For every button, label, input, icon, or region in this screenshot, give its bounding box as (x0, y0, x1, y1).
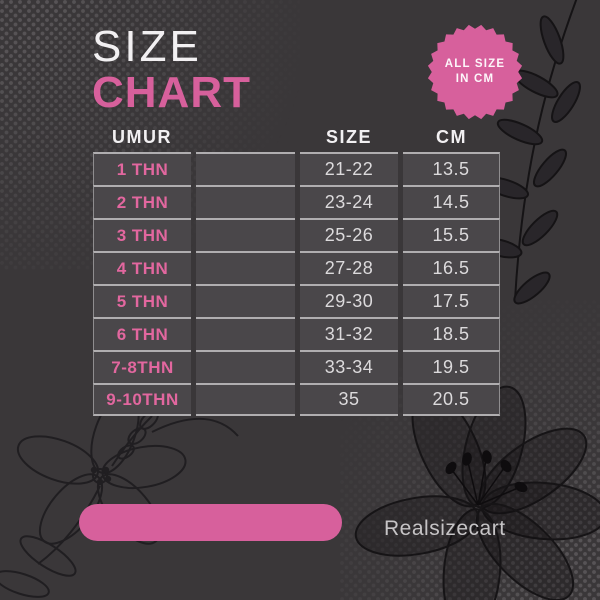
cm-cell: 13.5 (403, 152, 500, 185)
image-cell (196, 152, 295, 185)
image-cell (196, 350, 295, 383)
table-header-row: UMUR SIZE CM (93, 123, 500, 151)
size-cell: 21-22 (300, 152, 398, 185)
size-cell: 25-26 (300, 218, 398, 251)
badge-line2: IN CM (455, 73, 495, 85)
all-size-badge: ALL SIZE IN CM (427, 24, 523, 120)
size-table: 1 THN 21-22 13.5 2 THN 23-24 14.5 3 THN … (93, 152, 500, 416)
table-row: 1 THN 21-22 13.5 (93, 152, 500, 185)
cm-cell: 18.5 (403, 317, 500, 350)
cm-cell: 15.5 (403, 218, 500, 251)
image-cell (196, 185, 295, 218)
image-cell (196, 251, 295, 284)
pink-pill-banner (79, 504, 342, 541)
header-cm: CM (436, 126, 467, 147)
age-cell: 3 THN (93, 218, 191, 251)
age-cell: 4 THN (93, 251, 191, 284)
title-line-size: SIZE (92, 22, 202, 71)
table-row: 2 THN 23-24 14.5 (93, 185, 500, 218)
header-size: SIZE (325, 126, 372, 147)
table-row: 4 THN 27-28 16.5 (93, 251, 500, 284)
image-cell (196, 218, 295, 251)
cm-cell: 16.5 (403, 251, 500, 284)
table-row: 7-8THN 33-34 19.5 (93, 350, 500, 383)
image-cell (196, 317, 295, 350)
cm-cell: 14.5 (403, 185, 500, 218)
flower-sketch-bottom-left-icon (0, 391, 239, 598)
size-cell: 33-34 (300, 350, 398, 383)
age-cell: 2 THN (93, 185, 191, 218)
image-cell (196, 383, 295, 416)
size-cell: 27-28 (300, 251, 398, 284)
size-cell: 31-32 (300, 317, 398, 350)
size-cell: 29-30 (300, 284, 398, 317)
image-cell (196, 284, 295, 317)
cm-cell: 17.5 (403, 284, 500, 317)
cm-cell: 19.5 (403, 350, 500, 383)
badge-text: ALL SIZE IN CM (427, 24, 523, 120)
page-title: SIZE CHART (92, 24, 251, 116)
table-row: 6 THN 31-32 18.5 (93, 317, 500, 350)
age-cell: 5 THN (93, 284, 191, 317)
badge-line1: ALL SIZE (444, 58, 506, 70)
age-cell: 7-8THN (93, 350, 191, 383)
size-cell: 23-24 (300, 185, 398, 218)
title-line-chart: CHART (92, 68, 251, 117)
cm-cell: 20.5 (403, 383, 500, 416)
table-row: 3 THN 25-26 15.5 (93, 218, 500, 251)
table-row: 5 THN 29-30 17.5 (93, 284, 500, 317)
age-cell: 1 THN (93, 152, 191, 185)
age-cell: 6 THN (93, 317, 191, 350)
badge-seal (427, 24, 523, 120)
table-row: 9-10THN 35 20.5 (93, 383, 500, 416)
brand-name: Realsizecart (384, 517, 506, 540)
age-cell: 9-10THN (93, 383, 191, 416)
header-umur: UMUR (112, 126, 172, 147)
size-cell: 35 (300, 383, 398, 416)
